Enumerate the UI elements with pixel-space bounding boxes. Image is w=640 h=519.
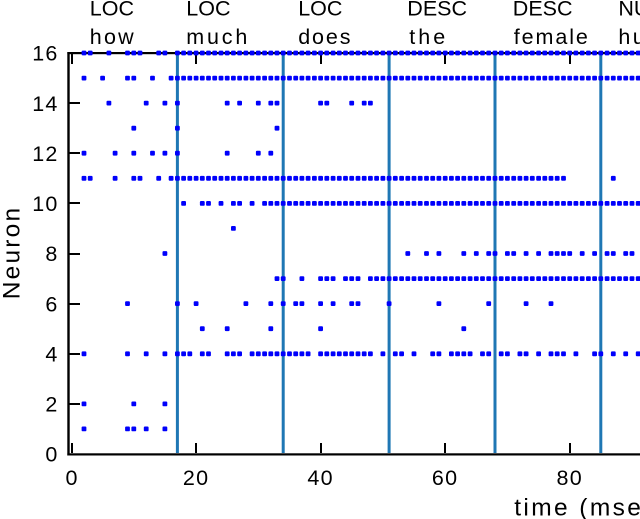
svg-text:20: 20: [183, 466, 209, 490]
svg-text:NUM: NUM: [618, 0, 640, 21]
svg-text:80: 80: [557, 466, 583, 490]
svg-text:how: how: [90, 25, 136, 49]
svg-text:0: 0: [45, 443, 58, 467]
svg-text:8: 8: [45, 242, 58, 266]
svg-text:LOC: LOC: [186, 0, 230, 21]
svg-text:much: much: [186, 25, 250, 49]
svg-text:2: 2: [45, 393, 58, 417]
svg-text:60: 60: [432, 466, 458, 490]
svg-text:Neuron: Neuron: [0, 206, 26, 300]
svg-text:female: female: [514, 25, 590, 49]
svg-text:40: 40: [307, 466, 333, 490]
svg-text:hum: hum: [618, 25, 640, 49]
svg-text:4: 4: [45, 342, 58, 366]
svg-text:14: 14: [32, 92, 58, 116]
svg-text:12: 12: [32, 142, 58, 166]
svg-text:does: does: [298, 25, 352, 49]
svg-text:time (msec): time (msec): [514, 494, 640, 519]
svg-text:16: 16: [32, 42, 58, 66]
svg-text:DESC: DESC: [407, 0, 467, 21]
svg-text:the: the: [409, 25, 448, 49]
svg-text:LOC: LOC: [90, 0, 134, 21]
svg-text:10: 10: [32, 192, 58, 216]
svg-text:0: 0: [66, 466, 78, 490]
svg-text:LOC: LOC: [298, 0, 342, 21]
svg-text:DESC: DESC: [513, 0, 573, 21]
svg-text:6: 6: [45, 292, 58, 316]
